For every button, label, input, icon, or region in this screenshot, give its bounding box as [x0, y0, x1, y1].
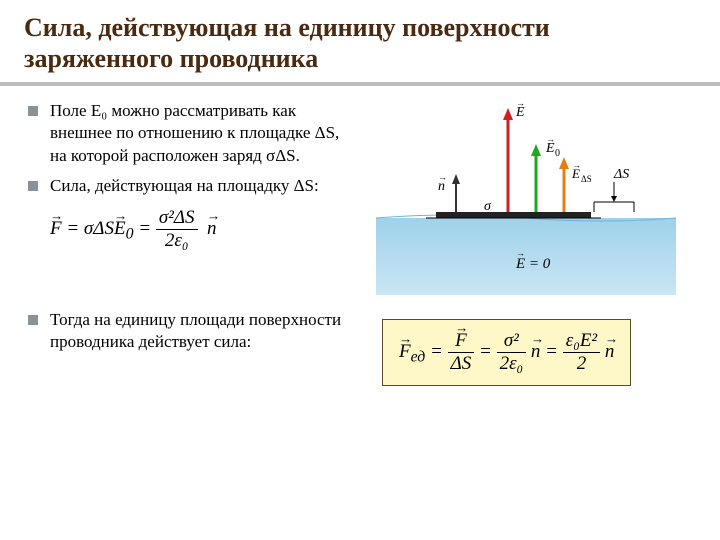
frac-E: ε₀E² 2 [563, 330, 600, 375]
vector-E0: E [114, 218, 126, 240]
svg-text:→: → [438, 172, 447, 182]
eq2: = [479, 341, 497, 362]
svg-text:→: → [546, 134, 555, 144]
boxed-formula: Fед = F ΔS = σ² 2ε₀ n = ε₀E² 2 n [382, 319, 631, 386]
title-bar: Сила, действующая на единицу поверхности… [0, 0, 720, 86]
lower-right: Fед = F ΔS = σ² 2ε₀ n = ε₀E² 2 n [382, 309, 692, 386]
svg-text:σ: σ [484, 199, 492, 214]
svg-text:E = 0: E = 0 [515, 256, 551, 272]
bullet-3: Тогда на единицу площади поверхности про… [28, 309, 358, 353]
vec-n1: n [531, 341, 541, 363]
svg-text:→: → [516, 248, 525, 258]
frac-den: 2ε₀ [156, 230, 198, 252]
lower-left: Тогда на единицу площади поверхности про… [28, 309, 358, 361]
slide-title: Сила, действующая на единицу поверхности… [24, 12, 696, 74]
vec-n2: n [605, 341, 615, 363]
frac-num: σ²ΔS [156, 207, 198, 230]
formula-frac: σ²ΔS 2ε₀ [156, 207, 198, 252]
Fed-sub: ед [411, 349, 426, 366]
vector-n: n [207, 218, 217, 240]
svg-text:0: 0 [555, 148, 560, 159]
diagram-svg: σ n → E → E 0 → E ΔS [376, 100, 676, 295]
field-diagram: σ n → E → E 0 → E ΔS [376, 100, 676, 295]
bullet-2: Сила, действующая на площадку ΔS: [28, 175, 358, 197]
vec-Fed: F [399, 341, 411, 363]
bullet-1: Поле E₀ можно рассматривать как внешнее … [28, 100, 358, 166]
bullet-list-2: Тогда на единицу площади поверхности про… [28, 309, 358, 353]
svg-text:ΔS: ΔS [613, 167, 629, 182]
frac-FdS: F ΔS [448, 330, 475, 375]
svg-text:→: → [516, 100, 525, 108]
formula-lhs: = σΔS [66, 218, 114, 239]
left-column: Поле E₀ можно рассматривать как внешнее … [28, 100, 358, 295]
svg-text:ΔS: ΔS [581, 174, 592, 184]
vector-F: F [50, 218, 62, 240]
formula-force: F = σΔSE0 = σ²ΔS 2ε₀ n [50, 207, 358, 252]
svg-text:→: → [572, 160, 581, 170]
eq3: = [545, 341, 563, 362]
bullet-list: Поле E₀ можно рассматривать как внешнее … [28, 100, 358, 196]
content-row: Поле E₀ можно рассматривать как внешнее … [0, 86, 720, 309]
right-column: σ n → E → E 0 → E ΔS [376, 100, 692, 295]
frac-sigma: σ² 2ε₀ [497, 330, 527, 375]
eq1: = [430, 341, 448, 362]
lower-row: Тогда на единицу площади поверхности про… [0, 309, 720, 386]
